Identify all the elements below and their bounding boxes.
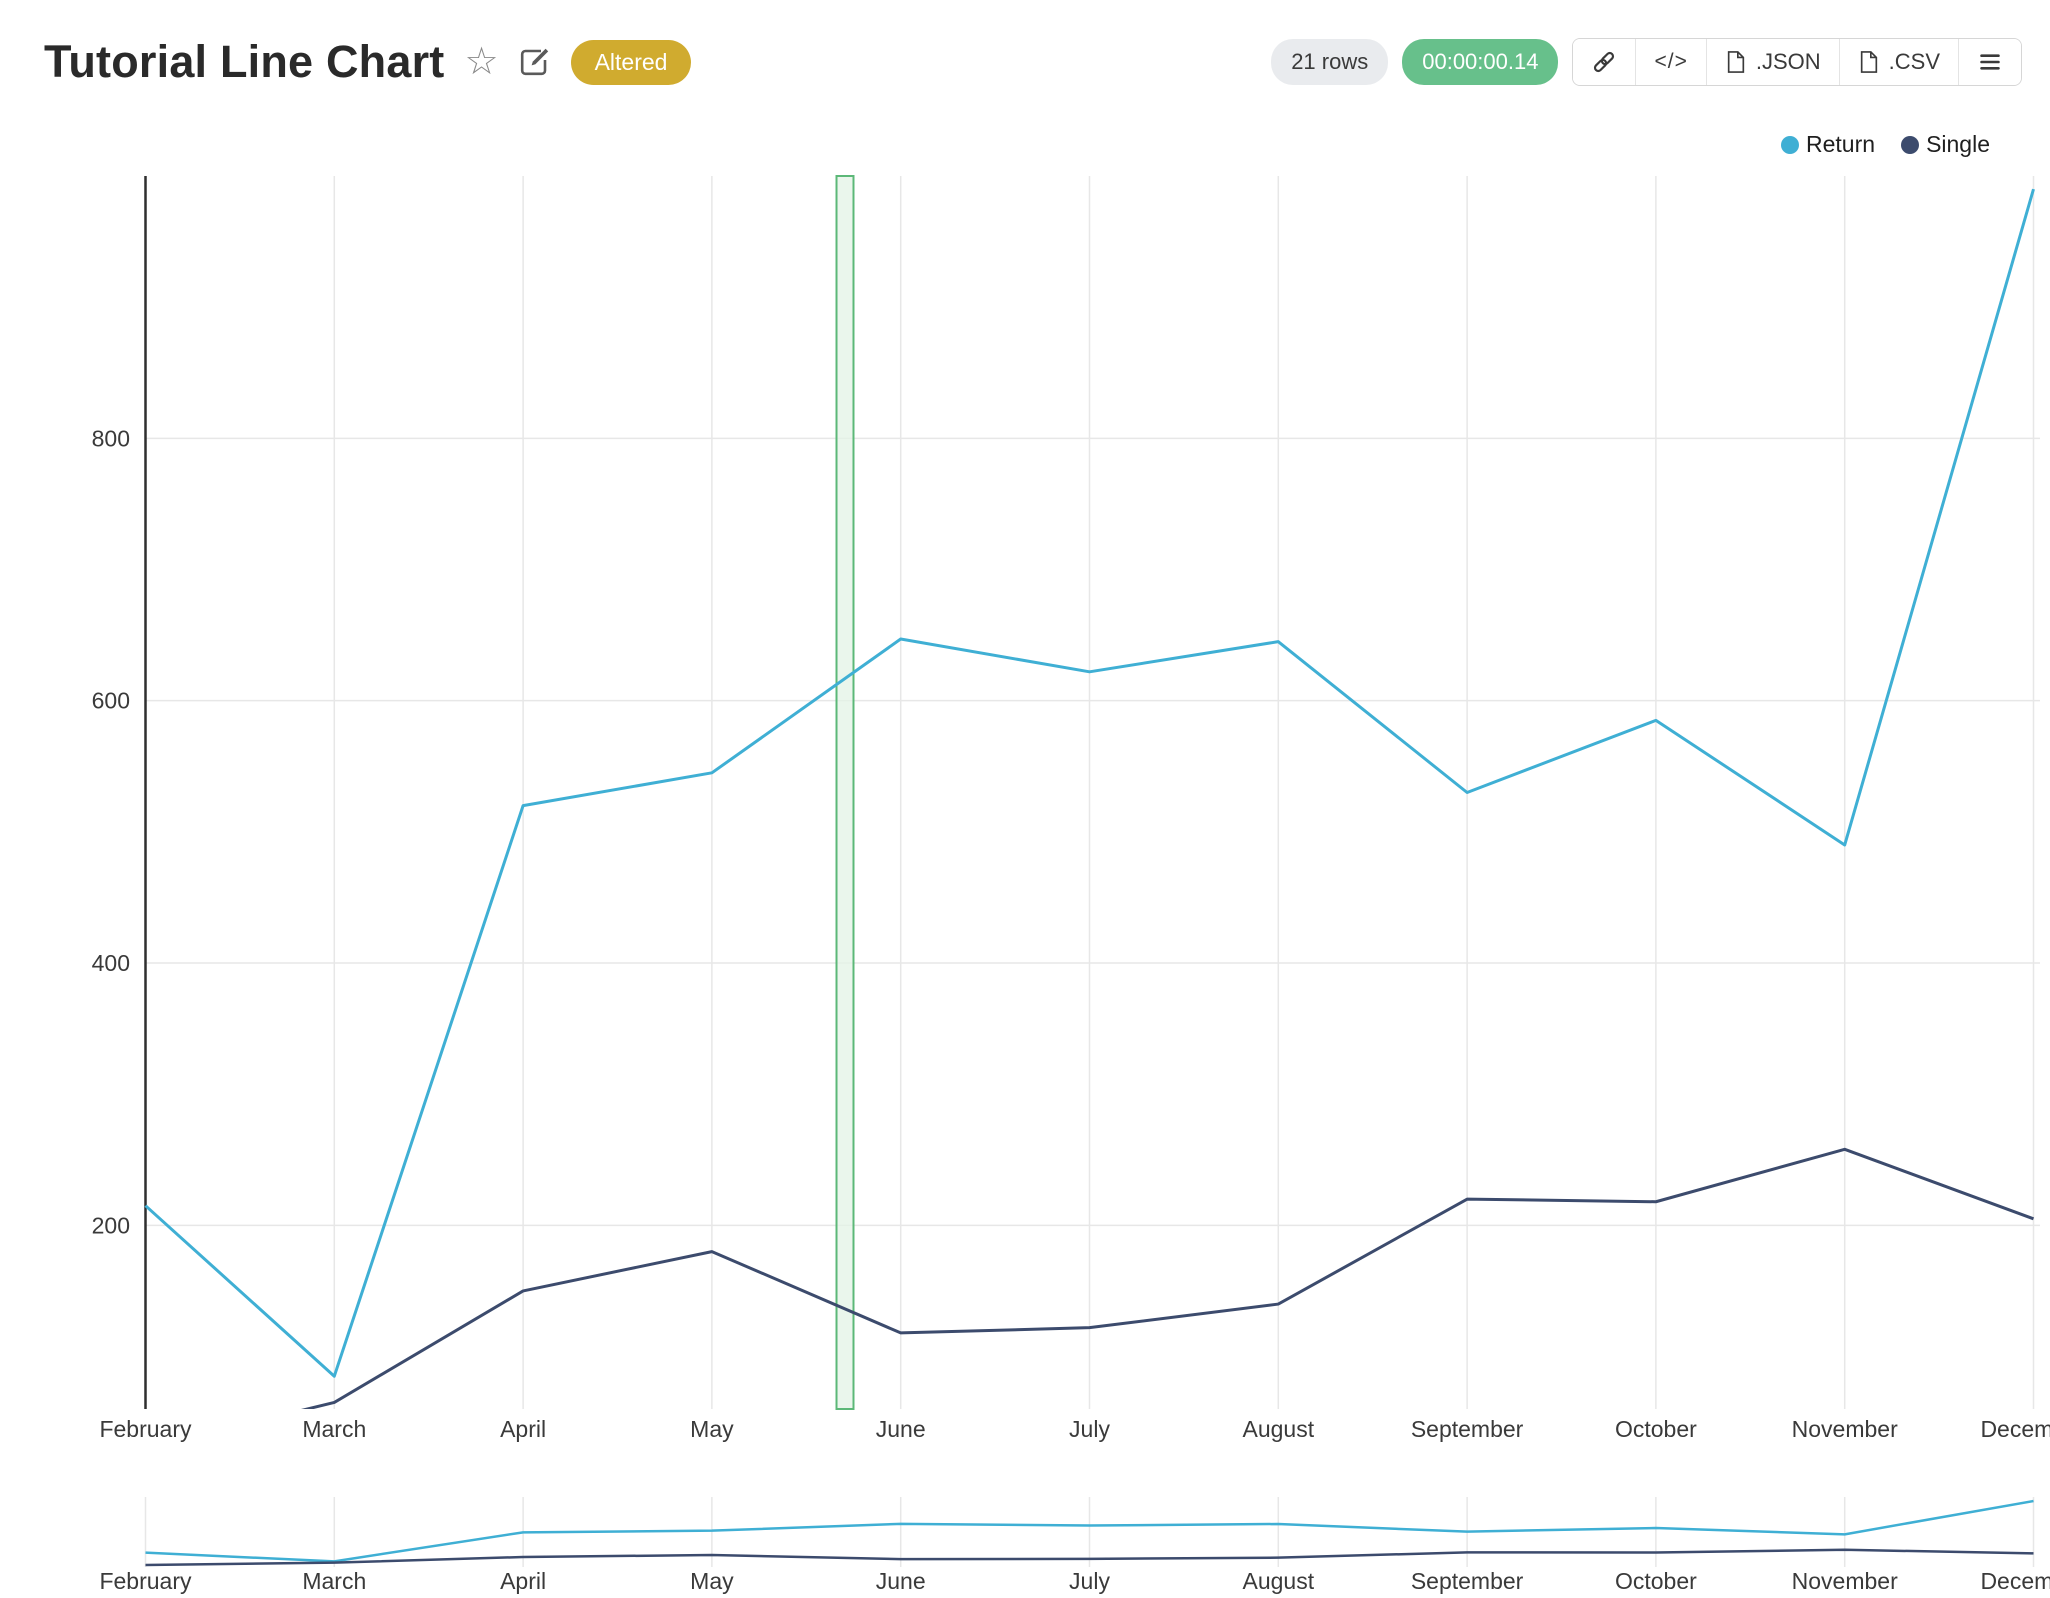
export-csv-label: .CSV: [1888, 49, 1940, 74]
x-tick-label: September: [1411, 1416, 1524, 1442]
menu-button[interactable]: [1958, 39, 2021, 85]
mini-x-tick-label: October: [1615, 1568, 1697, 1594]
edit-pencil-square-icon: [520, 48, 548, 76]
code-icon: </>: [1654, 50, 1688, 73]
mini-series-line-return: [145, 1499, 2034, 1563]
x-tick-label: June: [876, 1416, 926, 1442]
x-tick-label: April: [500, 1416, 546, 1442]
y-tick-label: 600: [92, 688, 130, 714]
mini-x-tick-label: February: [99, 1568, 192, 1594]
chart-legend: Return Single: [1781, 131, 1990, 158]
mini-x-tick-label: May: [690, 1568, 734, 1594]
single-series-dot: [1901, 135, 1920, 154]
y-tick-label: 800: [92, 425, 130, 451]
mini-x-tick-label: August: [1242, 1568, 1314, 1594]
legend-item-single[interactable]: Single: [1901, 131, 1990, 158]
mini-x-tick-label: September: [1411, 1568, 1524, 1594]
series-line-return: [144, 188, 2035, 1378]
mini-x-tick-label: December: [1980, 1568, 2050, 1594]
x-tick-label: July: [1069, 1416, 1110, 1442]
x-tick-label: February: [99, 1416, 192, 1442]
export-toolbar: </> .JSON .CSV: [1572, 38, 2022, 86]
x-tick-label: November: [1792, 1416, 1898, 1442]
y-tick-label: 200: [92, 1212, 130, 1238]
mini-x-tick-label: July: [1069, 1568, 1110, 1594]
timer-badge: 00:00:00.14: [1402, 39, 1559, 85]
mini-x-tick-label: March: [302, 1568, 366, 1594]
link-icon: [1594, 51, 1615, 73]
edit-icon[interactable]: [519, 46, 551, 78]
row-count-badge: 21 rows: [1271, 39, 1389, 85]
legend-label-return: Return: [1806, 131, 1876, 157]
mini-x-tick-label: June: [876, 1568, 926, 1594]
selection-band[interactable]: [835, 175, 855, 1410]
mini-x-tick-label: November: [1792, 1568, 1898, 1594]
export-csv-button[interactable]: .CSV: [1838, 39, 1958, 85]
x-tick-label: December: [1980, 1416, 2050, 1442]
x-tick-label: March: [302, 1416, 366, 1442]
link-button[interactable]: [1573, 39, 1636, 85]
altered-badge: Altered: [570, 39, 692, 85]
series-line-single: [300, 1147, 2035, 1409]
page-title: Tutorial Line Chart: [44, 36, 445, 87]
export-json-label: .JSON: [1755, 49, 1821, 74]
file-csv-icon: [1860, 51, 1877, 73]
x-tick-label: October: [1615, 1416, 1697, 1442]
export-json-button[interactable]: .JSON: [1705, 39, 1839, 85]
legend-item-return[interactable]: Return: [1781, 131, 1875, 158]
header: Tutorial Line Chart ☆ Altered 21 rows 00…: [0, 0, 2050, 110]
hamburger-menu-icon: [1980, 54, 2000, 70]
x-tick-label: August: [1242, 1416, 1314, 1442]
star-icon[interactable]: ☆: [464, 41, 499, 83]
y-tick-label: 400: [92, 950, 130, 976]
mini-series-line-single: [145, 1548, 2034, 1567]
header-left: Tutorial Line Chart ☆ Altered: [44, 36, 692, 88]
legend-label-single: Single: [1926, 131, 1990, 157]
return-series-dot: [1781, 135, 1800, 154]
header-right: 21 rows 00:00:00.14 </>: [1271, 38, 2022, 86]
file-json-icon: [1727, 51, 1745, 73]
mini-x-tick-label: April: [500, 1568, 546, 1594]
x-tick-label: May: [690, 1416, 734, 1442]
embed-code-button[interactable]: </>: [1635, 39, 1706, 85]
